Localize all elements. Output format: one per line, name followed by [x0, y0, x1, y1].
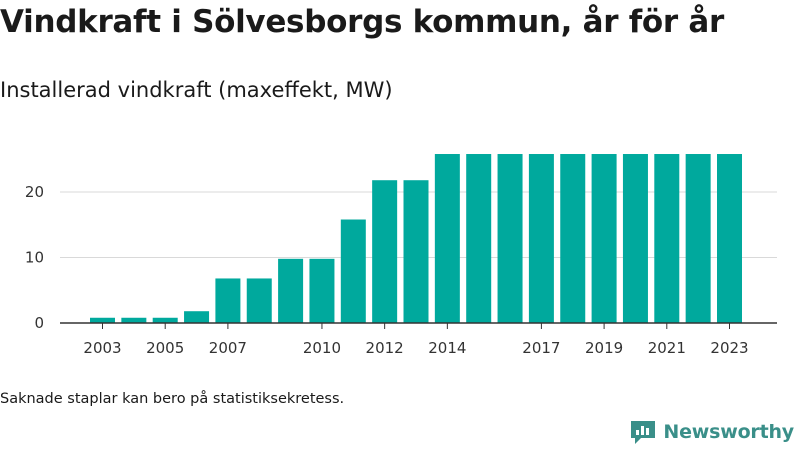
bar-2023: [717, 154, 742, 323]
bar-2005: [152, 317, 178, 323]
newsworthy-logo-icon: [631, 421, 656, 444]
brand-name: Newsworthy: [663, 421, 794, 443]
bar-2015: [466, 154, 492, 323]
y-tick-label: 10: [25, 249, 44, 267]
bar-2011: [340, 219, 366, 323]
x-tick-label: 2014: [428, 339, 466, 357]
bar-2022: [685, 154, 711, 323]
bar-2012: [372, 180, 398, 323]
x-tick-label: 2021: [648, 339, 686, 357]
bar-2018: [560, 154, 586, 323]
bar-2006: [184, 311, 210, 323]
chart-title: Vindkraft i Sölvesborgs kommun, år för å…: [0, 4, 724, 40]
footnote: Saknade staplar kan bero på statistiksek…: [0, 391, 345, 407]
x-tick-label: 2005: [146, 339, 184, 357]
brand[interactable]: Newsworthy: [629, 419, 794, 445]
x-tick-label: 2023: [710, 339, 748, 357]
bar-2017: [528, 154, 554, 323]
x-tick-label: 2012: [366, 339, 404, 357]
x-tick-label: 2019: [585, 339, 623, 357]
bar-2004: [121, 317, 147, 323]
y-axis-ticks: 0 10 20: [25, 183, 44, 332]
bar-2021: [654, 154, 680, 323]
bar-2010: [309, 258, 335, 323]
y-tick-label: 0: [34, 314, 44, 332]
bars: [90, 154, 742, 323]
x-tick-label: 2003: [83, 339, 121, 357]
y-tick-label: 20: [25, 183, 44, 201]
bar-2014: [434, 154, 460, 323]
bar-2009: [278, 258, 304, 323]
bar-2019: [591, 154, 617, 323]
x-axis-ticks: 2003 2005 2007 2010 2012 2014 2017 2019 2021 2023: [83, 323, 749, 357]
bar-2007: [215, 278, 241, 323]
bar-2016: [497, 154, 523, 323]
bar-2020: [622, 154, 648, 323]
chart-subtitle: Installerad vindkraft (maxeffekt, MW): [0, 78, 393, 102]
bar-2003: [90, 317, 115, 323]
x-tick-label: 2007: [209, 339, 247, 357]
x-tick-label: 2010: [303, 339, 341, 357]
bar-2008: [246, 278, 272, 323]
x-tick-label: 2017: [522, 339, 560, 357]
bar-2013: [403, 180, 429, 323]
